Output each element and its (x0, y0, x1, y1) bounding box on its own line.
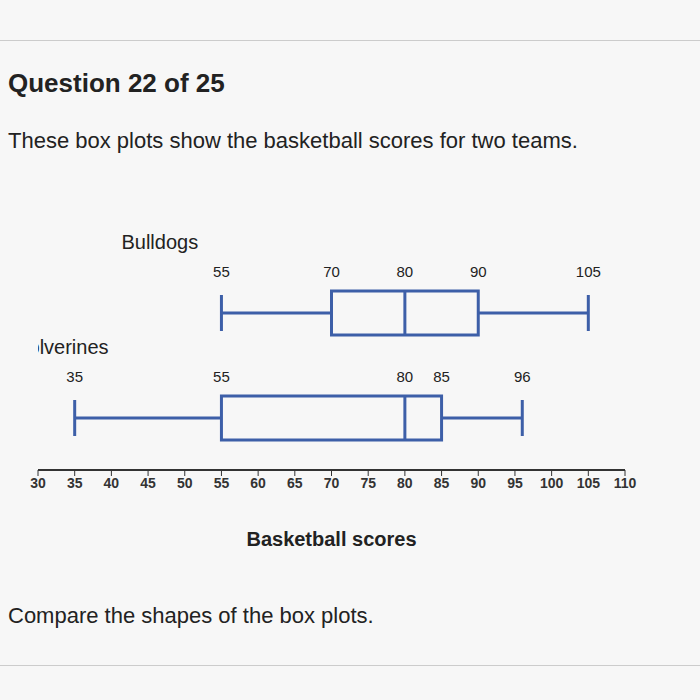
svg-text:Wolverines: Wolverines (38, 336, 109, 358)
svg-text:70: 70 (323, 263, 340, 280)
svg-text:105: 105 (577, 475, 601, 491)
svg-text:Bulldogs: Bulldogs (121, 231, 198, 253)
svg-text:30: 30 (30, 475, 46, 491)
svg-text:85: 85 (434, 475, 450, 491)
html-text:These box plots show the baske: These box plots show the basketball scor… (8, 128, 578, 153)
svg-text:80: 80 (397, 368, 414, 385)
svg-text:50: 50 (177, 475, 193, 491)
html-text:Compare the shapes of the box: Compare the shapes of the box plots. (8, 603, 374, 628)
html-text:Question 22 of 25: Question 22 of 25 (8, 68, 225, 98)
svg-text:65: 65 (287, 475, 303, 491)
svg-text:105: 105 (576, 263, 601, 280)
svg-text:80: 80 (397, 263, 414, 280)
svg-text:60: 60 (250, 475, 266, 491)
svg-text:96: 96 (514, 368, 531, 385)
svg-text:80: 80 (397, 475, 413, 491)
html-text:Basketball scores: Basketball scores (246, 528, 417, 550)
svg-text:90: 90 (470, 475, 486, 491)
svg-text:45: 45 (140, 475, 156, 491)
svg-text:35: 35 (66, 368, 83, 385)
svg-text:75: 75 (360, 475, 376, 491)
svg-text:110: 110 (614, 475, 637, 491)
svg-text:55: 55 (214, 475, 230, 491)
svg-text:70: 70 (324, 475, 340, 491)
svg-text:35: 35 (67, 475, 83, 491)
svg-text:55: 55 (213, 368, 230, 385)
svg-text:100: 100 (540, 475, 564, 491)
svg-text:85: 85 (433, 368, 450, 385)
svg-text:55: 55 (213, 263, 230, 280)
svg-text:95: 95 (507, 475, 523, 491)
svg-text:90: 90 (470, 263, 487, 280)
svg-text:40: 40 (104, 475, 120, 491)
